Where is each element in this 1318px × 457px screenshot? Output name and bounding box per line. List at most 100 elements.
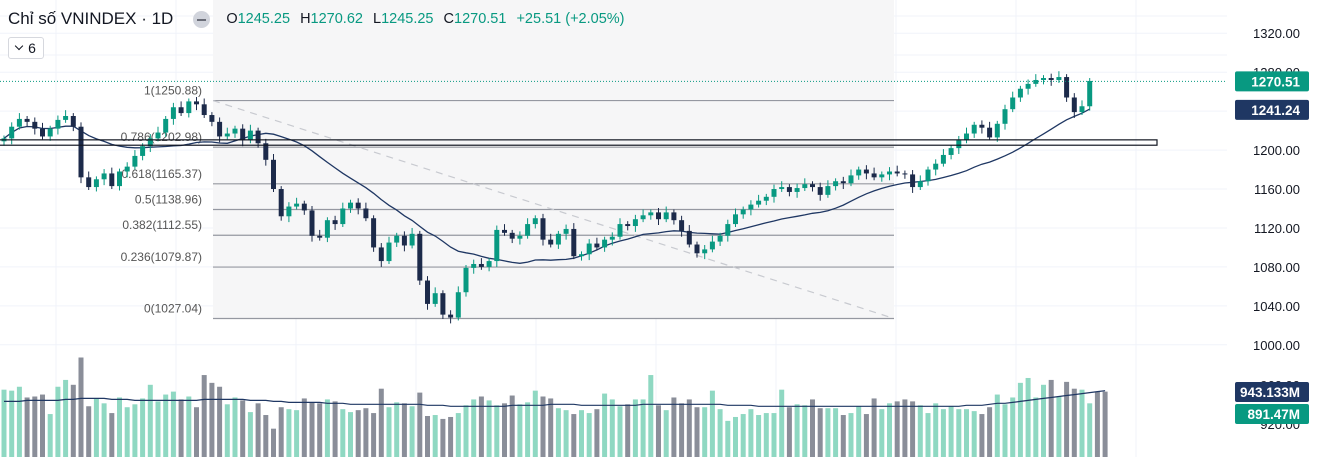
candle-body (309, 210, 315, 236)
candle-body (117, 171, 122, 187)
candle-body (401, 235, 407, 246)
volume-bar (247, 412, 253, 457)
volume-bar (810, 399, 815, 457)
fib-level-label: 0.382(1112.55) (122, 218, 202, 232)
volume-bar (717, 409, 723, 457)
candle-body (871, 173, 877, 178)
volume-bar (555, 408, 561, 457)
volume-bar (987, 407, 993, 457)
volume-bar (1087, 403, 1093, 457)
candle-body (178, 107, 184, 114)
candle-body (163, 118, 169, 133)
candle-body (86, 177, 92, 188)
candle-body (879, 174, 885, 178)
candle-body (140, 146, 146, 156)
collapse-legend-icon[interactable] (193, 10, 211, 28)
volume-bar (825, 408, 831, 457)
candle-body (247, 130, 253, 141)
candle-body (810, 184, 815, 188)
volume-bar (425, 416, 430, 457)
candle-body (525, 224, 531, 236)
volume-bar (733, 416, 738, 457)
indicators-toggle-button[interactable]: 6 (8, 37, 44, 59)
volume-bar (186, 396, 192, 457)
candle-body (571, 228, 577, 257)
candle-body (70, 116, 76, 127)
volume-bar (201, 375, 207, 457)
fib-retracement[interactable]: 1(1250.88) 0.786(1202.98) 0.618(1165.37) 0.… (121, 84, 895, 320)
candle-body (948, 148, 954, 155)
volume-bar (317, 403, 323, 457)
candle-body (748, 204, 754, 210)
candle-body (286, 206, 292, 217)
volume-bar (979, 414, 985, 457)
ma-value-tag (1235, 99, 1309, 120)
candle-body (956, 140, 962, 149)
fib-level-label: 0(1027.04) (144, 301, 202, 315)
candle-body (656, 212, 661, 220)
candle-body (132, 155, 138, 167)
candle-body (324, 220, 330, 238)
candle-body (294, 203, 300, 207)
chevron-down-icon (14, 41, 24, 51)
candle-body (378, 247, 384, 262)
candle-body (686, 230, 692, 245)
volume-value-label: 943.133M (1240, 385, 1300, 400)
candle-body (194, 101, 199, 105)
symbol-title[interactable]: Chỉ số VNINDEX · 1D (8, 9, 174, 28)
volume-bar (132, 404, 138, 457)
candle-body (1087, 80, 1093, 107)
candle-body (1056, 77, 1062, 80)
volume-bar (47, 414, 53, 457)
price-tick-label: 1000.00 (1253, 338, 1300, 353)
candle-body (540, 218, 546, 240)
low-value: 1245.25 (381, 11, 434, 27)
volume-bar (540, 396, 546, 457)
open-value: 1245.25 (237, 11, 291, 27)
fib-retracement-area (213, 0, 894, 319)
candle-body (9, 126, 15, 139)
candle-body (532, 218, 538, 225)
candle-body (355, 202, 361, 209)
volume-bar (224, 404, 230, 457)
horizontal-box-drawing[interactable] (0, 139, 1158, 146)
volume-bar (925, 413, 931, 457)
last-price-label: 1270.51 (1251, 74, 1300, 89)
volume-bar (1, 389, 7, 457)
candle-body (602, 239, 608, 248)
price-axis[interactable]: 1320.001280.001240.001200.001160.001120.… (1227, 0, 1318, 457)
volume-bar (756, 415, 762, 457)
volume-bar (494, 405, 500, 457)
candle-body (1017, 88, 1023, 98)
volume-bar (817, 408, 823, 457)
candle-body (271, 159, 276, 190)
volume-bar (371, 413, 377, 457)
candle-body (894, 171, 900, 174)
candle-body (733, 214, 738, 225)
volume-bar (486, 400, 492, 457)
volume-bar (117, 397, 122, 457)
high-value: 1270.62 (310, 11, 363, 27)
candle-body (555, 233, 561, 245)
volume-bar (147, 384, 153, 457)
volume-bar (286, 409, 292, 457)
candle-body (548, 239, 554, 245)
volume-bar (109, 413, 115, 457)
candle-body (709, 241, 715, 250)
volume-bars (1, 357, 1108, 457)
candle-body (217, 121, 223, 137)
candle-body (802, 184, 808, 189)
volume-bar (278, 407, 284, 457)
candle-body (1002, 109, 1008, 124)
candles (1, 71, 1093, 324)
candle-body (502, 229, 507, 233)
volume-bar (309, 402, 315, 457)
price-tick-label: 1320.00 (1253, 26, 1300, 41)
volume-bar (663, 410, 669, 457)
volume-bar (563, 410, 569, 457)
volume-bar (786, 407, 792, 457)
volume-bar (579, 410, 584, 457)
volume-bar (394, 402, 400, 457)
candle-body (771, 189, 777, 197)
